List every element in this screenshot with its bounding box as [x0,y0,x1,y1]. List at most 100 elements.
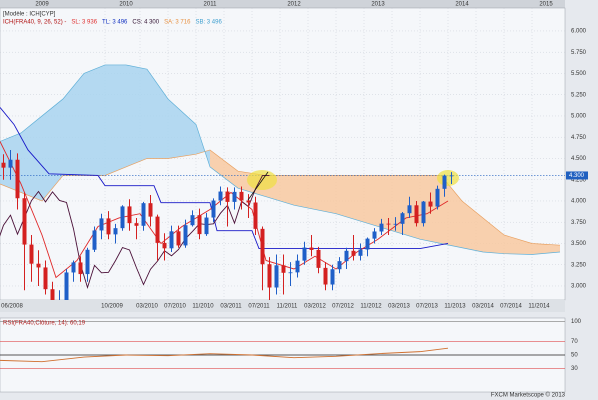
cloud-segment [483,217,504,254]
candle-body [253,202,258,229]
x-tick-label: 11/2012 [360,304,382,310]
cloud-segment [21,115,42,201]
year-label: 2010 [119,2,133,8]
candle-body [113,228,118,235]
y-tick-label: 6.000 [571,29,587,35]
y-tick-label: 5.500 [571,71,587,77]
main-plot [0,8,565,300]
candle-body [190,215,195,226]
x-tick-label: 11/2014 [528,304,550,310]
candle-body [99,218,104,231]
price-tag-label: 4.300 [569,173,585,179]
x-tick-label: 03/2013 [388,304,410,310]
candle-body [358,249,363,256]
candle-body [344,250,349,262]
year-strip [0,0,565,8]
y-tick-label: 30 [571,366,578,372]
candle-body [281,265,286,273]
candle-body [379,223,384,232]
rsi-plot [0,321,565,369]
candle-body [43,267,48,290]
candle-body [267,264,272,288]
x-tick-label: 10/2009 [101,304,123,310]
cloud-segment [84,64,105,176]
y-tick-label: 3.250 [571,262,587,268]
candle-body [274,265,279,288]
candle-body [204,217,209,235]
candle-body [407,205,412,214]
indicator-line [0,107,449,250]
x-tick-label: 07/2014 [500,304,522,310]
cloud-line [0,149,561,246]
year-label: 2012 [287,2,301,8]
y-tick-label: 4.250 [571,177,587,183]
y-tick-label: 4.500 [571,156,587,162]
y-tick-label: 50 [571,353,578,359]
candle-body [302,247,307,261]
candle-body [330,269,335,285]
y-tick-label: 4.000 [571,199,587,205]
rsi-line [0,347,449,363]
candle-body [225,191,230,202]
y-tick-label: 3.500 [571,241,587,247]
year-label: 2014 [455,2,469,8]
candle-body [127,206,132,224]
x-tick-label: 11/2013 [444,304,466,310]
legend-entry: SL: 3 936 [71,20,97,26]
footer: FXCM Marketscope © 2013 [491,392,566,399]
candle-body [78,262,83,275]
cloud-segment [63,73,84,176]
candle-body [15,159,20,199]
trend-line [247,171,269,201]
candle-body [71,262,76,273]
x-tick-label: 07/2011 [248,304,270,310]
candle-body [442,175,447,189]
candle-body [414,205,419,224]
price-tag [566,171,588,180]
candle-body [309,247,314,250]
year-label: 2011 [204,2,218,8]
x-tick-label: 06/2008 [1,304,23,310]
cloud-segment [105,64,126,176]
candle-body [183,225,188,246]
y-tick-label: 5.000 [571,114,587,120]
chikou-line [0,175,270,290]
candle-body [428,201,433,207]
year-label: 2013 [371,2,385,8]
candle-body [421,201,426,224]
rsi-title: RSI(FRA40,Clôture, 14): 60,19 [3,321,86,327]
y-tick-label: 3.000 [571,284,587,290]
candle-body [288,272,293,274]
cloud-segment [126,64,147,167]
x-tick-label: 03/2011 [220,304,242,310]
candle-body [141,203,146,226]
candle-body [393,223,398,225]
cloud-segment [441,175,462,248]
candle-body [50,289,55,300]
x-tick-label: 03/2010 [136,304,158,310]
candle-body [400,213,405,224]
candle-body [22,198,27,245]
cloud-segment [147,69,168,159]
legend-entry: ICH(FRA40, 9, 26, 52) - [3,20,66,26]
candle-body [435,188,440,207]
x-tick-label: 07/2012 [332,304,354,310]
candle-body [85,249,90,275]
legend-entry: SB: 3 496 [195,20,222,26]
x-tick-label: 07/2010 [164,304,186,310]
candle-body [8,159,13,168]
cloud-segment [504,234,532,255]
year-label: 2009 [35,2,49,8]
legend-entry: CS: 4 300 [132,20,159,26]
y-tick-label: 5.750 [571,50,587,56]
candle-body [316,249,321,268]
cloud-segment [210,149,238,189]
candle-body [1,162,6,168]
cloud-segment [168,98,196,159]
candle-body [162,242,167,249]
candle-body [155,216,160,243]
candle-body [29,244,34,264]
x-tick-label: 07/2013 [416,304,438,310]
candle-body [449,175,454,177]
